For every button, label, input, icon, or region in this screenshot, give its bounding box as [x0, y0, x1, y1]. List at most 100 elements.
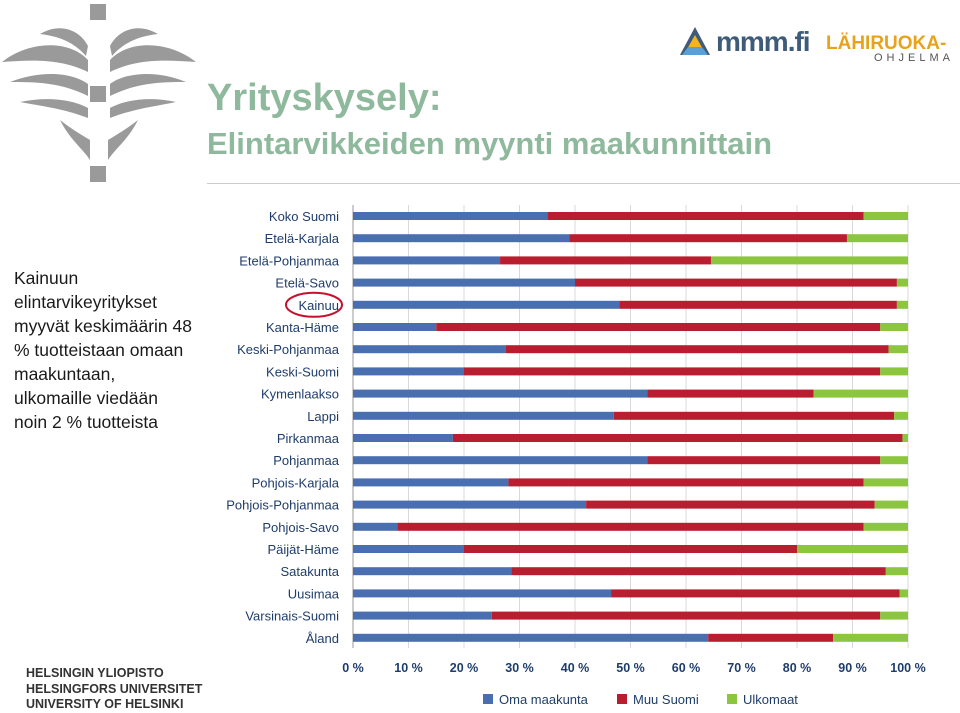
category-label: Varsinais-Suomi: [245, 609, 339, 624]
bar-muu: [547, 212, 864, 220]
category-label: Pohjanmaa: [273, 453, 340, 468]
bar-ulko: [894, 411, 908, 420]
legend-swatch: [617, 694, 627, 704]
bar-oma: [353, 567, 512, 576]
bar-ulko: [710, 256, 908, 265]
bar-oma: [353, 522, 398, 531]
x-tick-label: 80 %: [783, 661, 812, 675]
bar-oma: [353, 411, 614, 420]
legend-label: Oma maakunta: [499, 692, 589, 707]
bar-muu: [647, 456, 881, 465]
page-title: Yrityskysely:: [207, 77, 442, 119]
category-label: Pirkanmaa: [277, 431, 340, 446]
legend-label: Ulkomaat: [743, 692, 798, 707]
category-label: Uusimaa: [288, 586, 340, 601]
university-name-fi: HELSINGIN YLIOPISTO: [26, 666, 164, 680]
category-label: Etelä-Karjala: [265, 231, 340, 246]
lahiruoka-logo-subtext: OHJELMA: [874, 52, 954, 64]
bar-ulko: [885, 567, 908, 576]
bar-oma: [353, 500, 587, 509]
bar-muu: [619, 300, 897, 309]
bar-oma: [353, 589, 612, 598]
bar-ulko: [874, 500, 908, 509]
bar-oma: [353, 212, 548, 220]
bar-ulko: [880, 367, 908, 376]
bar-oma: [353, 633, 709, 642]
bar-muu: [491, 611, 881, 620]
x-tick-label: 10 %: [394, 661, 423, 675]
page-subtitle: Elintarvikkeiden myynti maakunnittain: [207, 126, 773, 161]
category-label: Kainuu: [299, 298, 339, 313]
x-tick-label: 40 %: [561, 661, 590, 675]
bar-oma: [353, 367, 464, 376]
bar-muu: [647, 389, 814, 398]
x-tick-label: 100 %: [890, 661, 925, 675]
bar-muu: [611, 589, 900, 598]
bar-ulko: [880, 611, 908, 620]
bar-ulko: [863, 478, 908, 487]
bar-muu: [708, 633, 834, 642]
bar-oma: [353, 478, 509, 487]
x-tick-label: 90 %: [838, 661, 867, 675]
bar-oma: [353, 256, 501, 265]
university-name: HELSINGIN YLIOPISTO HELSINGFORS UNIVERSI…: [26, 666, 202, 713]
bar-muu: [586, 500, 875, 509]
x-tick-label: 50 %: [616, 661, 645, 675]
bar-ulko: [833, 633, 908, 642]
bar-ulko: [899, 589, 908, 598]
bar-muu: [569, 234, 847, 243]
bar-ulko: [797, 545, 908, 553]
legend-label: Muu Suomi: [633, 692, 699, 707]
category-label: Koko Suomi: [269, 209, 339, 224]
legend-swatch: [727, 694, 737, 704]
bar-ulko: [863, 212, 908, 220]
bar-muu: [511, 567, 886, 576]
bar-oma: [353, 389, 648, 398]
university-name-en: UNIVERSITY OF HELSINKI: [26, 697, 184, 711]
bar-ulko: [880, 456, 908, 465]
x-tick-label: 60 %: [672, 661, 701, 675]
bar-muu: [464, 545, 797, 553]
category-label: Päijät-Häme: [267, 542, 339, 557]
bar-oma: [353, 345, 506, 354]
bar-ulko: [888, 345, 908, 354]
bar-ulko: [902, 434, 908, 442]
title-divider: [207, 183, 960, 184]
legend-swatch: [483, 694, 493, 704]
bar-oma: [353, 323, 437, 331]
bar-muu: [575, 278, 897, 287]
category-label: Pohjois-Pohjanmaa: [226, 498, 340, 513]
bar-oma: [353, 234, 570, 243]
lahiruoka-logo-text: LÄHIRUOKA-: [826, 33, 947, 54]
bar-oma: [353, 456, 648, 465]
category-label: Keski-Suomi: [266, 364, 339, 379]
bar-muu: [500, 256, 711, 265]
category-label: Etelä-Pohjanmaa: [239, 253, 339, 268]
bar-ulko: [846, 234, 908, 243]
bar-muu: [464, 367, 881, 376]
bar-ulko: [896, 300, 908, 309]
category-label: Satakunta: [280, 564, 339, 579]
lahiruoka-logo: LÄHIRUOKA- OHJELMA: [826, 33, 956, 69]
bar-ulko: [863, 522, 908, 531]
mmm-triangle-icon: [680, 27, 710, 55]
summary-text: Kainuun elintarvikeyritykset myyvät kesk…: [14, 268, 192, 432]
flame-cross-icon: [2, 4, 196, 182]
category-label: Pohjois-Savo: [262, 520, 339, 535]
mmm-logo: mmm.fi: [678, 24, 811, 60]
bar-muu: [505, 345, 889, 354]
bar-muu: [452, 434, 903, 442]
bar-muu: [613, 411, 895, 420]
bar-muu: [508, 478, 864, 487]
university-name-sv: HELSINGFORS UNIVERSITET: [26, 681, 203, 696]
bar-oma: [353, 545, 464, 553]
x-tick-label: 70 %: [727, 661, 756, 675]
category-label: Lappi: [307, 409, 339, 424]
x-tick-label: 0 %: [342, 661, 364, 675]
bar-ulko: [896, 278, 908, 287]
bar-ulko: [880, 323, 908, 331]
highlight-circle: [285, 291, 343, 318]
category-label: Keski-Pohjanmaa: [237, 342, 340, 357]
category-label: Pohjois-Karjala: [252, 475, 340, 490]
